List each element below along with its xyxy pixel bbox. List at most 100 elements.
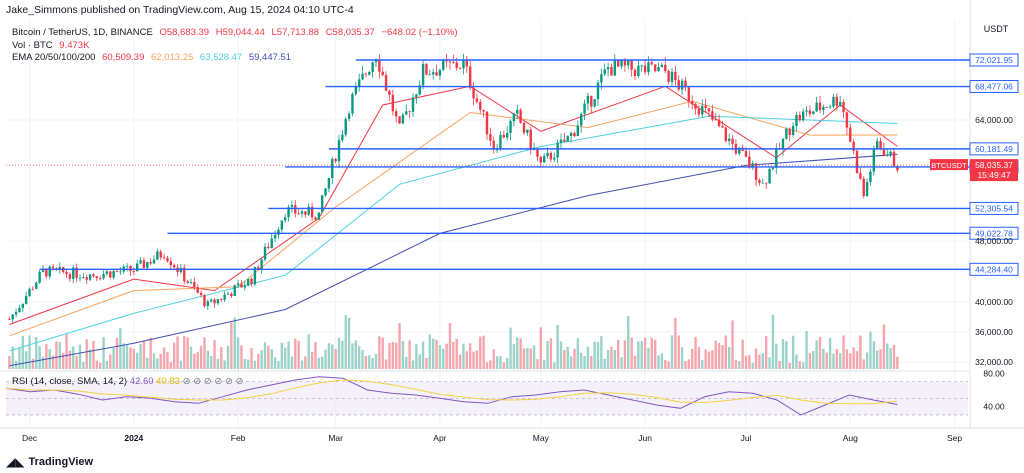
volume-bar [431,338,435,369]
volume-bar [674,317,677,369]
candle-body [172,265,176,268]
ema200-value: 59,447.51 [248,52,292,63]
candle-body [320,195,324,213]
volume-bar [721,345,724,369]
time-tick-label: Dec [22,433,38,443]
candle-body [58,267,62,270]
volume-bar [31,358,35,369]
tradingview-footer[interactable]: ◢◣ TradingView [6,455,93,469]
rsi-tick-label: 40.00 [983,402,1005,412]
candle-body [667,70,670,82]
candle-body [314,217,317,220]
volume-bar [788,362,791,369]
candle-body [660,64,664,68]
candle-body [647,62,650,73]
candle-body [14,312,18,315]
candle-body [253,267,257,285]
candle-body [475,98,479,102]
ema50-value: 62,013.25 [151,52,194,63]
volume-bar [411,360,415,369]
price-tick-label: 40,000.00 [975,297,1013,307]
candle-body [509,121,512,133]
volume-bar [882,324,886,369]
support-resistance-levels: 72,021.9568,477.0660,181.4957,790.9552,3… [6,53,1019,276]
candle-body [24,296,28,304]
candle-body [287,207,290,218]
candle-body [637,65,640,77]
candle-body [38,271,41,283]
candle-body [156,251,159,260]
candle-body [203,294,206,307]
volume-bar [707,351,711,369]
volume-bar [310,351,314,369]
visibility-icons: ⊘ ⊘ ⊘ ⊘ ⊘ ⊘ [182,376,244,387]
volume-bar [72,346,75,369]
volume-bar [220,347,223,369]
volume-bar [240,345,243,369]
volume-bar [643,337,647,369]
volume-bar [156,358,159,369]
candle-body [65,272,68,275]
candle-body [576,125,580,137]
candle-body [206,301,210,307]
volume-bar [455,338,458,369]
volume-bar [492,349,495,369]
volume-bar [394,342,398,369]
volume-bar [435,339,438,369]
volume-bar [233,317,236,369]
volume-bar [849,353,852,369]
candle-body [573,132,576,137]
level-label-box [969,53,1019,67]
candle-body [374,59,378,63]
volume-bar [512,344,516,369]
volume-bar [505,358,509,369]
candle-body [364,73,368,75]
candle-body [95,276,99,279]
volume-bar [381,337,384,369]
volume-bar [835,348,839,369]
level-label-box [969,80,1019,94]
volume-bar [290,356,294,369]
volume-bar [415,344,418,369]
volume-bar [566,346,569,369]
candle-body [68,274,72,279]
rsi-line [5,376,898,416]
volume-bar [475,350,479,369]
ema100-value: 63,528.47 [199,52,243,63]
volume-bar [862,359,865,369]
volume-bar [203,337,206,369]
volume-bar [8,356,11,369]
candle-body [209,299,213,302]
volume-bar [304,356,307,369]
volume-bar [724,335,728,369]
volume-bar [317,357,321,369]
candle-body [499,134,502,150]
candle-body [28,288,31,297]
volume-bar [307,334,310,369]
volume-bar [627,315,630,369]
candle-body [125,265,129,267]
volume-bar [741,339,744,369]
volume-bar [791,335,795,369]
candle-body [223,294,226,300]
volume-bar [257,353,260,369]
volume-bar [176,336,179,369]
volume-bar [620,357,623,369]
candle-body [236,283,240,286]
volume-bar [509,327,512,369]
volume-bar [95,360,99,369]
candle-body [351,93,354,114]
candle-body [849,127,852,142]
candle-body [401,114,405,124]
candle-body [82,277,85,278]
candle-body [233,285,236,296]
candle-body [566,135,569,142]
volume-bar [808,353,812,369]
volume-bar [462,343,465,369]
last-price-box [970,159,1018,182]
volume-bar [600,336,603,369]
candle-body [18,307,21,313]
candle-body [569,132,573,136]
volume-bar [246,359,250,369]
